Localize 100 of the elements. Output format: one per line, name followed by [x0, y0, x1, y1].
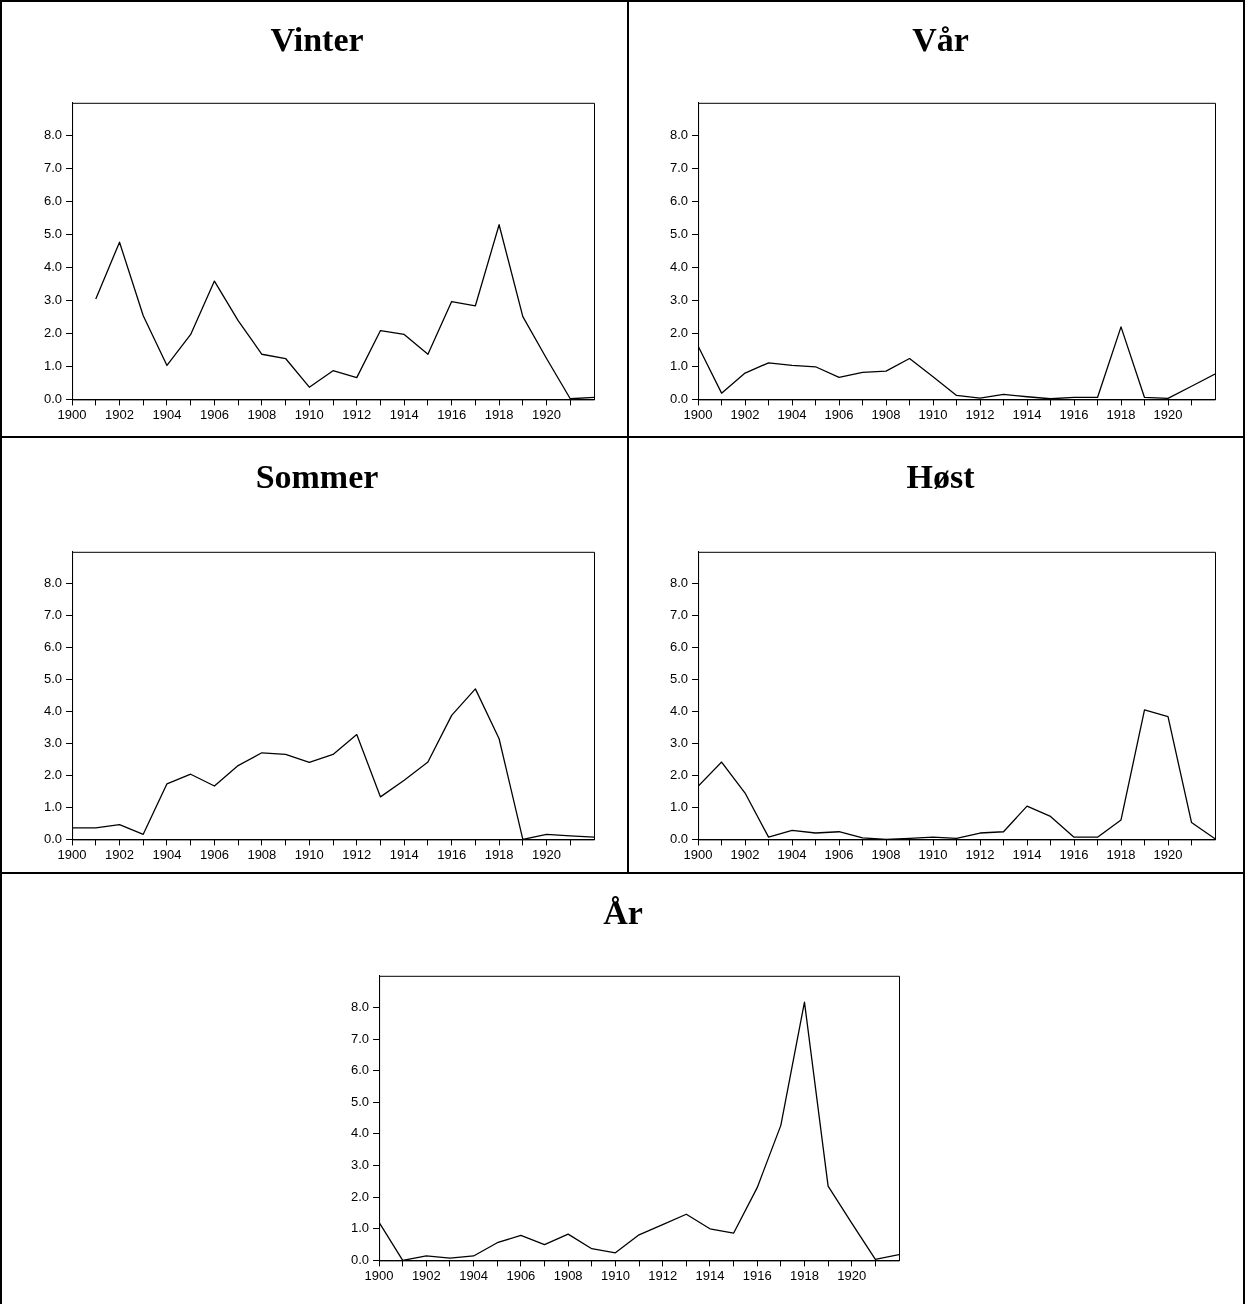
x-tick-label: 1920	[532, 846, 562, 862]
y-tick-label: 3.0	[350, 1157, 370, 1173]
y-tick-label: 2.0	[669, 767, 689, 783]
x-tick-label: 1918	[484, 846, 514, 862]
x-tick-label: 1916	[1059, 846, 1089, 862]
x-tick-label: 1902	[730, 846, 760, 862]
y-tick-label: 1.0	[350, 1220, 370, 1236]
x-tick-label: 1906	[824, 406, 854, 422]
y-tick-label: 4.0	[43, 259, 63, 275]
y-tick-label: 7.0	[43, 160, 63, 176]
y-tick-label: 6.0	[43, 193, 63, 209]
chart-title: Vår	[912, 21, 969, 59]
x-tick-label: 1906	[199, 846, 229, 862]
x-tick-label: 1914	[695, 1267, 725, 1283]
y-tick-label: 8.0	[669, 127, 689, 143]
x-tick-label: 1906	[506, 1267, 536, 1283]
x-tick-label: 1910	[600, 1267, 630, 1283]
y-tick-label: 2.0	[669, 325, 689, 341]
x-tick-label: 1912	[965, 846, 995, 862]
x-tick-label: 1908	[871, 846, 901, 862]
y-tick-label: 8.0	[669, 575, 689, 591]
y-tick-label: 5.0	[669, 226, 689, 242]
x-tick-label: 1910	[294, 406, 324, 422]
x-tick-label: 1908	[247, 846, 277, 862]
y-tick-label: 3.0	[43, 735, 63, 751]
y-tick-label: 8.0	[350, 999, 370, 1014]
x-tick-label: 1914	[1012, 406, 1042, 422]
x-tick-label: 1904	[459, 1267, 489, 1283]
chart-title: Høst	[906, 458, 976, 496]
x-tick-label: 1918	[1106, 406, 1136, 422]
x-tick-label: 1900	[57, 846, 87, 862]
x-tick-label: 1918	[484, 406, 514, 422]
x-tick-label: 1912	[648, 1267, 678, 1283]
y-tick-label: 0.0	[669, 390, 689, 406]
x-tick-label: 1902	[730, 406, 760, 422]
y-tick-label: 4.0	[43, 703, 63, 719]
x-tick-label: 1904	[152, 406, 182, 422]
x-tick-label: 1912	[342, 406, 372, 422]
x-tick-label: 1904	[777, 406, 807, 422]
x-tick-label: 1918	[1106, 846, 1136, 862]
x-tick-label: 1912	[965, 406, 995, 422]
y-tick-label: 6.0	[669, 639, 689, 655]
y-tick-label: 6.0	[669, 193, 689, 209]
x-tick-label: 1920	[532, 406, 562, 422]
y-tick-label: 5.0	[350, 1093, 370, 1109]
y-tick-label: 0.0	[43, 830, 63, 846]
y-tick-label: 2.0	[43, 325, 63, 341]
y-tick-label: 4.0	[350, 1125, 370, 1141]
x-tick-label: 1904	[777, 846, 807, 862]
x-tick-label: 1912	[342, 846, 372, 862]
y-tick-label: 0.0	[350, 1251, 370, 1267]
y-tick-label: 5.0	[43, 671, 63, 687]
x-tick-label: 1908	[247, 406, 277, 422]
x-tick-label: 1906	[824, 846, 854, 862]
y-tick-label: 1.0	[43, 799, 63, 815]
x-tick-label: 1914	[389, 406, 419, 422]
chart-title: Sommer	[255, 458, 379, 496]
x-tick-label: 1900	[683, 846, 713, 862]
y-tick-label: 7.0	[669, 607, 689, 623]
x-tick-label: 1902	[411, 1267, 441, 1283]
y-tick-label: 7.0	[43, 607, 63, 623]
y-tick-label: 1.0	[669, 799, 689, 815]
x-tick-label: 1916	[437, 846, 467, 862]
chart-title: År	[603, 894, 643, 932]
y-tick-label: 0.0	[669, 830, 689, 846]
x-tick-label: 1916	[1059, 406, 1089, 422]
x-tick-label: 1914	[1012, 846, 1042, 862]
x-tick-label: 1908	[871, 406, 901, 422]
y-tick-label: 5.0	[669, 671, 689, 687]
x-tick-label: 1920	[1153, 846, 1183, 862]
x-tick-label: 1920	[1153, 406, 1183, 422]
x-tick-label: 1902	[105, 846, 134, 862]
x-tick-label: 1914	[389, 846, 419, 862]
x-tick-label: 1900	[364, 1267, 394, 1283]
y-tick-label: 0.0	[43, 390, 63, 406]
y-tick-label: 2.0	[350, 1188, 370, 1204]
x-tick-label: 1910	[918, 846, 948, 862]
x-tick-label: 1908	[553, 1267, 583, 1283]
y-tick-label: 1.0	[669, 358, 689, 374]
y-tick-label: 8.0	[43, 575, 63, 591]
y-tick-label: 3.0	[669, 292, 689, 308]
y-tick-label: 7.0	[350, 1030, 370, 1046]
y-tick-label: 3.0	[43, 292, 63, 308]
x-tick-label: 1906	[199, 406, 229, 422]
x-tick-label: 1918	[790, 1267, 819, 1283]
y-tick-label: 6.0	[350, 1062, 370, 1078]
y-tick-label: 7.0	[669, 160, 689, 176]
x-tick-label: 1900	[57, 406, 87, 422]
x-tick-label: 1910	[294, 846, 324, 862]
y-tick-label: 2.0	[43, 767, 63, 783]
y-tick-label: 4.0	[669, 259, 689, 275]
y-tick-label: 4.0	[669, 703, 689, 719]
x-tick-label: 1900	[683, 406, 713, 422]
y-tick-label: 6.0	[43, 639, 63, 655]
y-tick-label: 5.0	[43, 226, 63, 242]
x-tick-label: 1910	[918, 406, 948, 422]
y-tick-label: 3.0	[669, 735, 689, 751]
y-tick-label: 1.0	[43, 358, 63, 374]
x-tick-label: 1904	[152, 846, 182, 862]
x-tick-label: 1916	[437, 406, 467, 422]
